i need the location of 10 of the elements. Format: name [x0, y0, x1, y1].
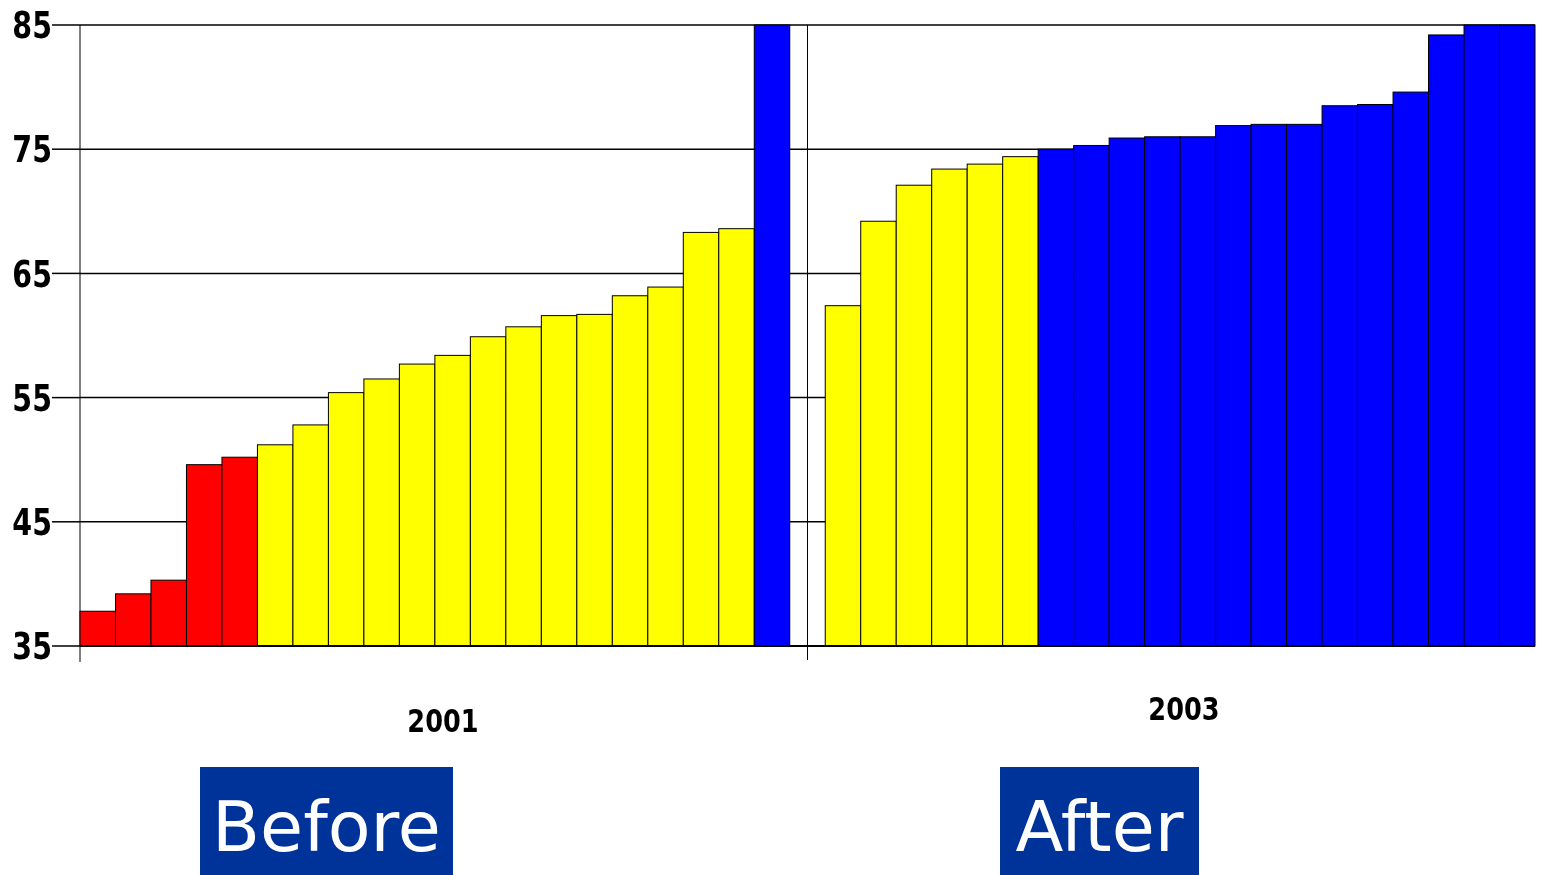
y-tick-label: 55	[12, 375, 52, 420]
y-tick-label: 45	[12, 500, 52, 545]
y-tick-label: 65	[12, 251, 52, 296]
text: 2001	[407, 702, 479, 740]
y-tick-label: 85	[12, 3, 52, 48]
y-tick-label: 35	[12, 624, 52, 669]
text: 2003	[1148, 690, 1220, 728]
text: Before	[212, 786, 441, 868]
y-tick-label: 75	[12, 127, 52, 172]
text: After	[1015, 786, 1184, 868]
